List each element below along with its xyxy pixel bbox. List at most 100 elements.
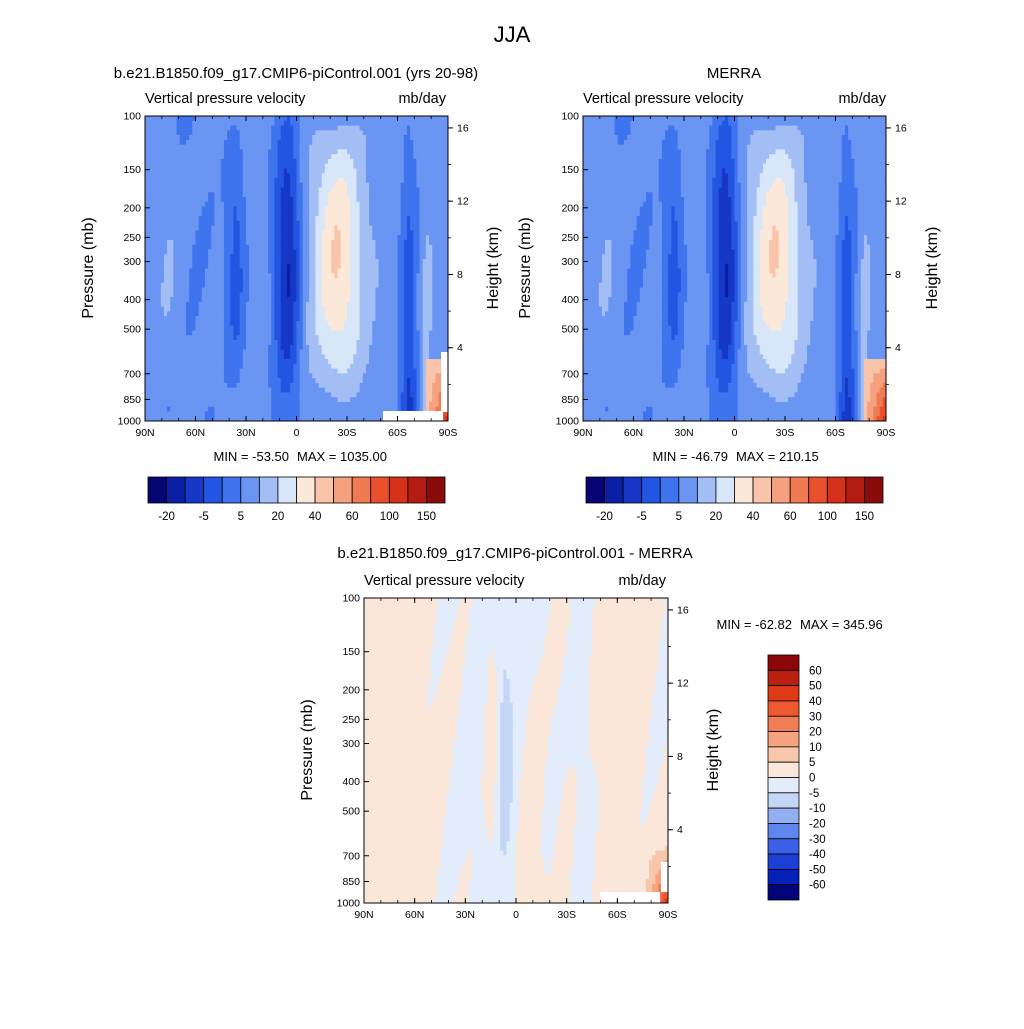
contour-cell <box>337 325 342 332</box>
contour-cell <box>318 368 323 374</box>
contour-cell <box>384 211 389 217</box>
contour-cell <box>321 325 326 332</box>
contour-cell <box>211 320 216 327</box>
contour-cell <box>324 335 329 341</box>
contour-cell <box>189 216 193 222</box>
contour-cell <box>236 330 241 336</box>
contour-cell <box>223 268 228 274</box>
contour-cell <box>362 301 367 308</box>
contour-cell <box>246 168 250 174</box>
contour-cell <box>359 201 364 208</box>
contour-cell <box>362 192 367 198</box>
contour-cell <box>334 230 339 236</box>
contour-cell <box>176 263 181 270</box>
contour-cell <box>287 244 291 251</box>
contour-cell <box>195 273 200 279</box>
contour-cell <box>293 411 298 417</box>
contour-cell <box>242 125 247 131</box>
contour-cell <box>182 335 187 341</box>
contour-cell <box>211 392 216 398</box>
contour-cell <box>309 177 313 184</box>
contour-cell <box>170 354 175 360</box>
contour-cell <box>337 411 342 417</box>
contour-cell <box>192 406 197 413</box>
contour-cell <box>365 268 370 274</box>
contour-cell <box>211 344 216 351</box>
contour-cell <box>236 378 241 384</box>
contour-cell <box>204 316 209 322</box>
contour-cell <box>220 301 225 308</box>
contour-cell <box>381 244 386 251</box>
contour-cell <box>296 297 301 303</box>
contour-cell <box>318 359 323 365</box>
contour-cell <box>157 187 162 193</box>
contour-cell <box>384 120 389 127</box>
contour-cell <box>192 387 197 394</box>
contour-cell <box>353 339 358 346</box>
contour-cell <box>321 301 326 308</box>
contour-cell <box>261 135 266 141</box>
contour-cell <box>378 354 383 360</box>
contour-cell <box>312 297 317 303</box>
contour-cell <box>242 411 247 417</box>
contour-cell <box>343 339 348 346</box>
contour-cell <box>223 349 228 355</box>
contour-cell <box>230 168 234 174</box>
contour-cell <box>173 392 178 398</box>
contour-cell <box>179 206 184 212</box>
contour-cell <box>261 282 266 289</box>
contour-cell <box>362 354 367 360</box>
contour-cell <box>353 158 358 165</box>
contour-cell <box>220 406 225 413</box>
contour-cell <box>151 197 156 203</box>
contour-cell <box>176 349 181 355</box>
contour-cell <box>299 187 304 193</box>
contour-cell <box>369 211 373 217</box>
contour-cell <box>362 201 367 208</box>
contour-cell <box>195 130 200 136</box>
contour-cell <box>246 339 250 346</box>
contour-cell <box>198 339 203 346</box>
contour-cell <box>369 378 373 384</box>
contour-cell <box>287 278 291 284</box>
contour-cell <box>375 292 380 298</box>
contour-cell <box>170 239 175 246</box>
contour-cell <box>249 201 253 208</box>
contour-cell <box>384 397 389 403</box>
contour-cell <box>340 168 345 174</box>
contour-cell <box>157 411 162 417</box>
contour-cell <box>324 306 329 312</box>
contour-cell <box>211 220 216 227</box>
contour-cell <box>227 149 231 155</box>
contour-cell <box>305 206 310 212</box>
contour-cell <box>369 120 373 127</box>
contour-cell <box>369 135 373 141</box>
contour-cell <box>179 297 184 303</box>
contour-cell <box>182 258 187 265</box>
contour-cell <box>331 401 335 408</box>
contour-cell <box>239 406 244 413</box>
contour-cell <box>198 292 203 298</box>
contour-cell <box>264 316 269 322</box>
contour-cell <box>255 339 260 346</box>
contour-cell <box>369 187 373 193</box>
contour-cell <box>246 363 250 370</box>
contour-cell <box>211 397 216 403</box>
contour-cell <box>347 373 351 379</box>
contour-cell <box>318 268 323 274</box>
contour-cell <box>305 406 310 413</box>
contour-cell <box>236 211 241 217</box>
contour-cell <box>312 397 317 403</box>
contour-cell <box>369 339 373 346</box>
contour-cell <box>233 401 238 408</box>
contour-cell <box>145 301 149 308</box>
contour-cell <box>242 163 247 170</box>
contour-cell <box>340 116 345 122</box>
contour-cell <box>170 382 175 389</box>
contour-cell <box>211 301 216 308</box>
contour-cell <box>258 278 263 284</box>
contour-cell <box>192 244 197 251</box>
contour-cell <box>167 230 171 236</box>
contour-cell <box>230 320 234 327</box>
contour-cell <box>274 197 279 203</box>
